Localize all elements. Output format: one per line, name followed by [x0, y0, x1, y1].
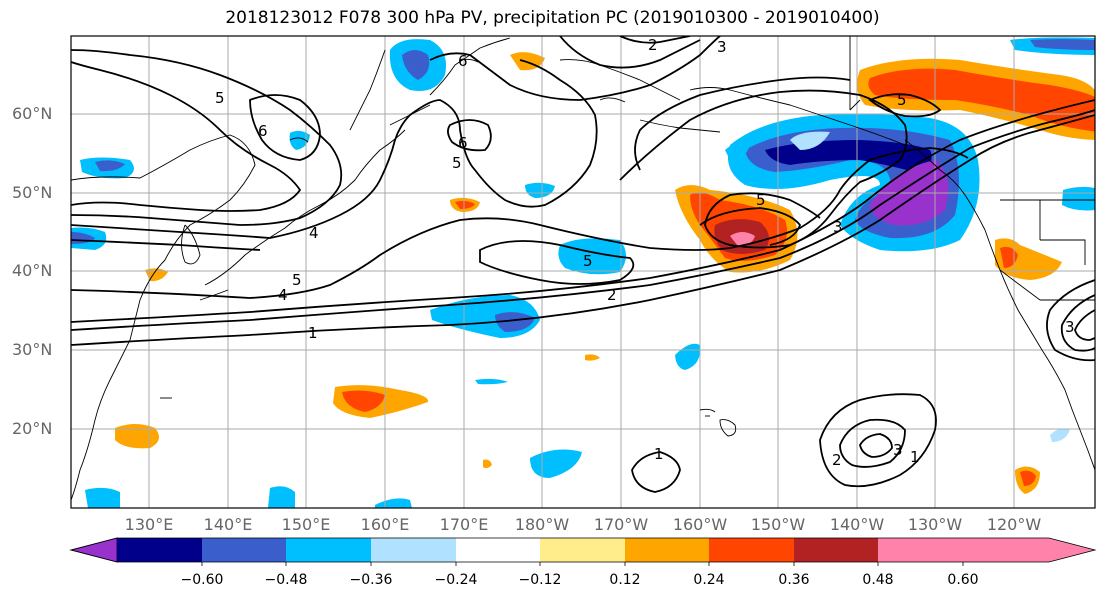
lon-label: 120°W [986, 515, 1042, 534]
lon-label: 180°W [514, 515, 570, 534]
colorbar-tick-label: −0.60 [180, 572, 224, 588]
contour-label: 5 [897, 91, 907, 109]
colorbar-outline [69, 537, 1097, 563]
colorbar-segment [878, 538, 963, 562]
contour-label: 5 [292, 271, 302, 289]
figure-title: 2018123012 F078 300 hPa PV, precipitatio… [225, 8, 880, 28]
lon-label: 140°E [203, 515, 253, 534]
colorbar-tick-label: −0.36 [349, 572, 393, 588]
contour-label: 4 [278, 286, 288, 304]
lon-label: 150°E [281, 515, 331, 534]
colorbar-tick-label: −0.12 [518, 572, 562, 588]
colorbar-segment [540, 538, 625, 562]
contour-label: 3 [833, 218, 843, 236]
colorbar-tick-label: 0.48 [862, 572, 894, 588]
colorbar-tick-label: −0.24 [434, 572, 478, 588]
colorbar-segment [286, 538, 371, 562]
lon-label: 130°W [907, 515, 963, 534]
contour-label: 6 [458, 52, 468, 70]
gridlines [71, 36, 1095, 508]
lon-label: 150°W [750, 515, 806, 534]
colorbar-segment [625, 538, 709, 562]
colorbar-segment [794, 538, 878, 562]
coastlines [71, 36, 1095, 501]
lat-label: 50°N [12, 183, 53, 202]
lon-label: 170°E [439, 515, 489, 534]
colorbar-segment [202, 538, 286, 562]
colorbar-segment [456, 538, 540, 562]
contour-label: 6 [258, 122, 268, 140]
colorbar-tick-label: 0.24 [693, 572, 725, 588]
lat-label: 30°N [12, 340, 53, 359]
lat-label: 60°N [12, 104, 53, 123]
lon-label: 160°E [360, 515, 410, 534]
contour-label: 3 [893, 441, 903, 459]
lon-label: 160°W [672, 515, 728, 534]
contour-label: 5 [583, 252, 593, 270]
contour-labels: 2 3 5 6 6 6 5 4 5 4 1 5 2 5 5 3 1 2 3 1 … [215, 36, 1075, 469]
contour-label: 6 [458, 134, 468, 152]
colorbar-extend-high [963, 538, 1095, 562]
pv-contours [71, 36, 1095, 493]
contour-label: 5 [215, 89, 225, 107]
contour-label: 1 [910, 448, 920, 466]
colorbar-tick-label: −0.48 [264, 572, 308, 588]
map-area: 2 3 5 6 6 6 5 4 5 4 1 5 2 5 5 3 1 2 3 1 … [71, 36, 1095, 508]
contour-label: 2 [607, 286, 617, 304]
colorbar-segment [117, 538, 202, 562]
contour-label: 5 [756, 191, 766, 209]
colorbar-tick-label: 0.60 [947, 572, 979, 588]
contour-label: 3 [717, 38, 727, 56]
lon-label: 170°W [593, 515, 649, 534]
contour-label: 1 [654, 445, 664, 463]
lon-label: 130°E [124, 515, 174, 534]
contour-label: 4 [309, 224, 319, 242]
colorbar [69, 537, 1097, 566]
lat-label: 40°N [12, 261, 53, 280]
colorbar-segment [371, 538, 456, 562]
colorbar-tick-label: 0.36 [778, 572, 810, 588]
contour-label: 1 [308, 324, 318, 342]
contour-label: 5 [452, 154, 462, 172]
colorbar-extend-low [69, 537, 118, 563]
contour-label: 2 [832, 451, 842, 469]
contour-label: 3 [1065, 318, 1075, 336]
lat-label: 20°N [12, 419, 53, 438]
contour-label: 2 [648, 36, 658, 54]
map-frame [70, 35, 1096, 509]
colorbar-tick-label: 0.12 [609, 572, 641, 588]
lon-label: 140°W [829, 515, 885, 534]
colorbar-segment [709, 538, 794, 562]
